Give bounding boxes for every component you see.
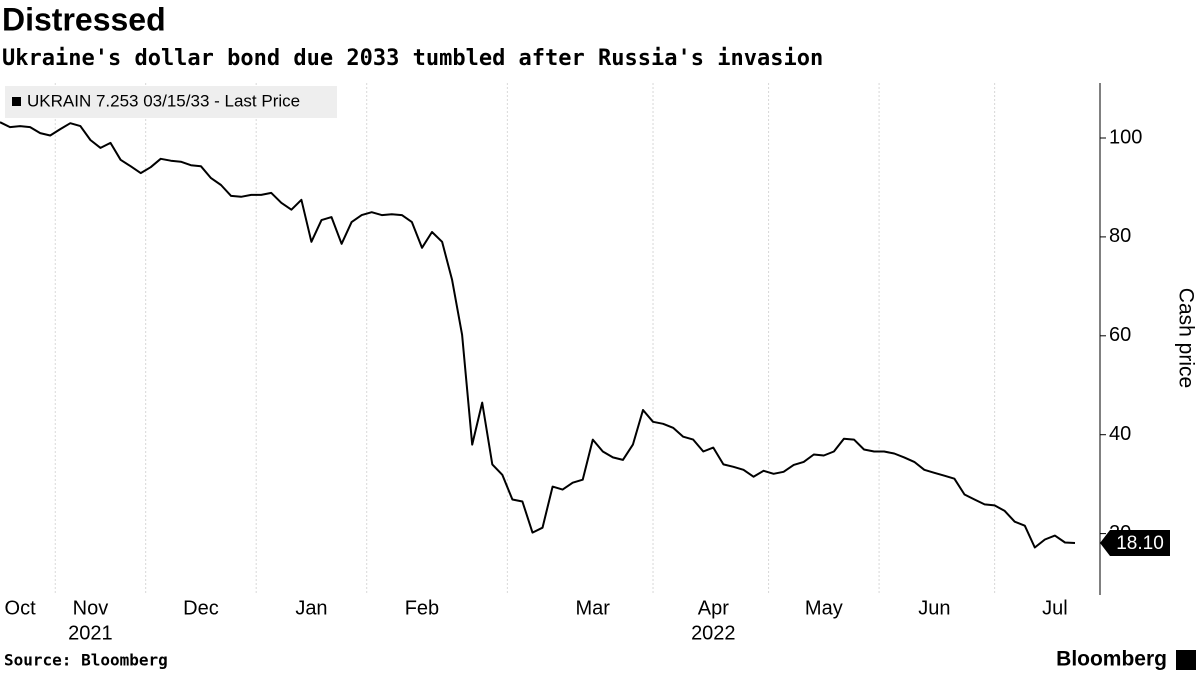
line	[0, 121, 1076, 549]
y-tick-label: 40	[1109, 423, 1131, 445]
year-label: 2021	[68, 622, 113, 644]
x-tick-label: Dec	[183, 597, 219, 619]
x-tick-label: Nov	[73, 597, 109, 619]
chart-title: Distressed	[2, 1, 166, 37]
x-tick-label: Jun	[918, 597, 950, 619]
x-tick-label: Mar	[576, 597, 611, 619]
legend-label: UKRAIN 7.253 03/15/33 - Last Price	[27, 91, 300, 110]
last-value-label: 18.10	[1116, 533, 1164, 554]
x-tick-label: Jan	[295, 597, 327, 619]
y-tick-label: 60	[1109, 324, 1131, 346]
x-tick-label: Jul	[1042, 597, 1068, 619]
y-tick-label: 80	[1109, 225, 1131, 247]
brand-icon	[1176, 650, 1196, 670]
y-axis-label: Cash price	[1174, 288, 1197, 388]
year-label: 2022	[691, 622, 736, 644]
brand: Bloomberg	[1056, 648, 1167, 671]
x-tick-label: Oct	[5, 597, 37, 619]
legend-swatch	[12, 97, 21, 106]
chart-subtitle: Ukraine's dollar bond due 2033 tumbled a…	[2, 46, 823, 71]
legend-box	[5, 86, 337, 118]
x-tick-label: Apr	[698, 597, 729, 619]
last-value-tag	[1100, 529, 1170, 556]
source: Source: Bloomberg	[4, 651, 168, 670]
x-tick-label: Feb	[405, 597, 439, 619]
y-tick-label: 100	[1109, 126, 1142, 148]
x-tick-label: May	[805, 597, 843, 619]
